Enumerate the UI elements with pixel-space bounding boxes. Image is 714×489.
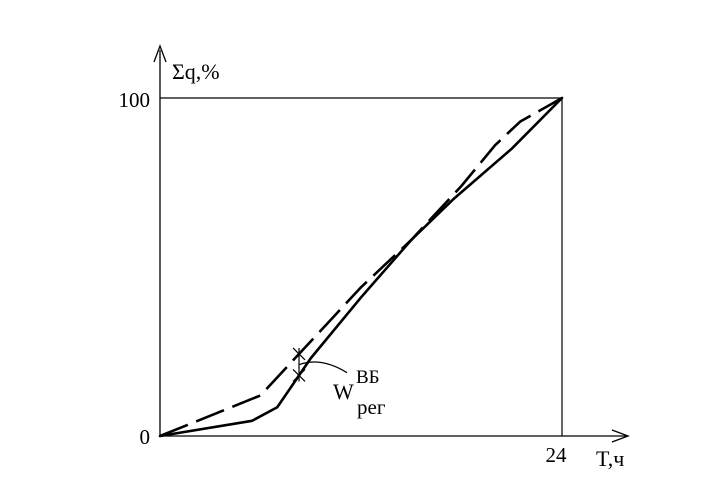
annotation-gap (292, 347, 348, 382)
gap-bottom-mark (292, 368, 306, 382)
x-axis-label: T,ч (596, 446, 624, 471)
x-axis-arrow (611, 429, 630, 443)
annotation-leader (298, 361, 348, 374)
series-dashed-line (159, 96, 563, 438)
annotation-superscript: ВБ (356, 367, 380, 388)
y-tick-label-min: 0 (140, 425, 151, 449)
series-solid-line (158, 96, 564, 438)
gap-top-mark (292, 347, 306, 361)
x-tick-label-max: 24 (546, 443, 568, 467)
annotation-subscript: рег (357, 395, 386, 419)
y-tick-label-max: 100 (119, 88, 151, 112)
y-axis-arrow (153, 44, 167, 63)
annotation-base: W (333, 379, 354, 404)
y-axis-label: Σq,% (172, 59, 220, 84)
